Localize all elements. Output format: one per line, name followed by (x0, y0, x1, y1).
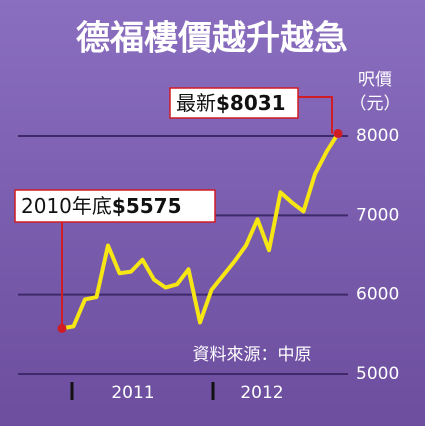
line (61, 132, 340, 331)
annotation-box (169, 87, 299, 119)
x-tick-label: 2012 (240, 383, 283, 403)
annotation-box (14, 189, 216, 223)
annotation-text: 2010年底 (21, 194, 112, 218)
x-tick-label: 2011 (111, 383, 154, 403)
annotation-value: $5575 (112, 194, 182, 218)
y-tick-label: 6000 (356, 285, 399, 305)
y-tick-label: 8000 (356, 126, 399, 146)
point (57, 323, 67, 333)
annotation: 最新$8031 (176, 91, 286, 115)
point (333, 129, 343, 139)
annotation-text: 最新 (176, 91, 216, 115)
y-axis-label: （元） (350, 94, 401, 114)
y-axis-label: 呎價 (358, 70, 392, 90)
connector (298, 96, 333, 134)
chart-title: 德福樓價越升越急 (76, 19, 348, 59)
y-tick-label: 7000 (356, 205, 399, 225)
source: 資料來源：中原 (193, 345, 312, 365)
annotation-value: $8031 (216, 91, 286, 115)
y-tick-label: 5000 (356, 364, 399, 384)
annotation: 2010年底$5575 (21, 194, 182, 218)
